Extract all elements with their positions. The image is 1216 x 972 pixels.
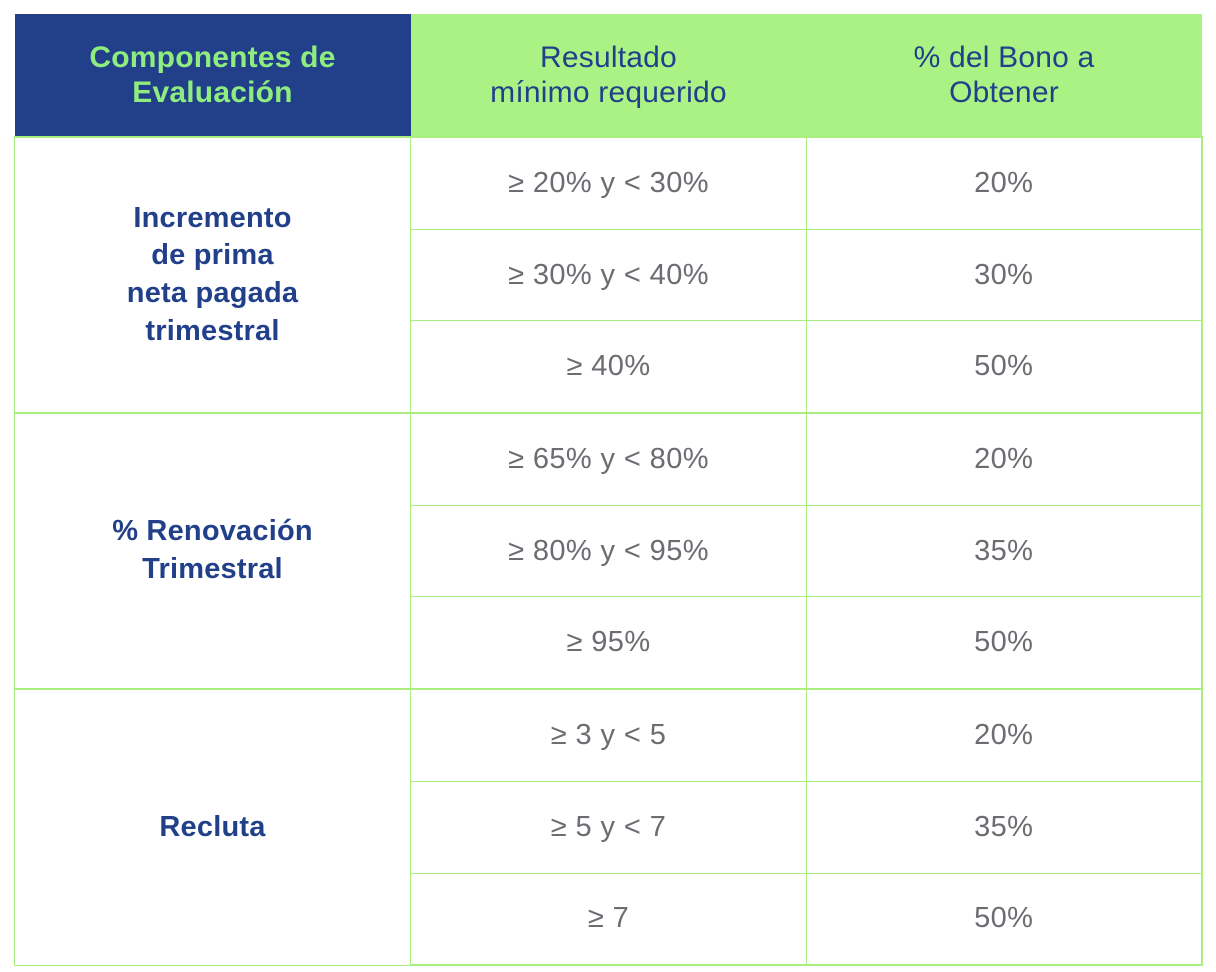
minimum-result-cell: ≥ 65% y < 80% bbox=[410, 412, 807, 506]
bonus-percent-cell: 35% bbox=[806, 504, 1203, 598]
bonus-percent-cell: 20% bbox=[806, 412, 1203, 506]
header-row: Componentes de Evaluación Resultado míni… bbox=[14, 14, 1202, 137]
component-label-text: Incremento de prima neta pagada trimestr… bbox=[126, 201, 299, 347]
minimum-result-cell: ≥ 95% bbox=[410, 596, 807, 691]
minimum-result-cell: ≥ 3 y < 5 bbox=[410, 688, 807, 782]
minimum-result-value: ≥ 20% y < 30% bbox=[508, 166, 709, 199]
bonus-percent-cell: 50% bbox=[806, 320, 1203, 415]
minimum-result-value: ≥ 65% y < 80% bbox=[508, 443, 709, 475]
bonus-percent-cell: 50% bbox=[806, 596, 1203, 691]
table-row: ≥ 30% y < 40% 30% bbox=[15, 228, 1203, 322]
bonus-percent-value: 50% bbox=[974, 626, 1034, 659]
table-row: % Renovación Trimestral ≥ 65% y < 80% 20… bbox=[14, 412, 1203, 690]
bonus-percent-cell: 30% bbox=[806, 228, 1203, 322]
table-row: Incremento de prima neta pagada trimestr… bbox=[14, 135, 1203, 414]
table-row: ≥ 40% 50% bbox=[15, 320, 1203, 415]
column-header-bonus-percent-label: % del Bono a Obtener bbox=[913, 40, 1095, 109]
component-label-cell: Incremento de prima neta pagada trimestr… bbox=[14, 135, 411, 414]
minimum-result-value: ≥ 30% y < 40% bbox=[508, 258, 709, 291]
minimum-result-value: ≥ 3 y < 5 bbox=[550, 719, 667, 752]
bonus-percent-value: 20% bbox=[974, 443, 1034, 475]
component-label-cell: % Renovación Trimestral bbox=[14, 412, 411, 690]
bonus-percent-value: 20% bbox=[974, 166, 1034, 199]
component-label-text: Recluta bbox=[159, 810, 266, 843]
table-row: ≥ 7 50% bbox=[15, 872, 1203, 967]
table-row: ≥ 5 y < 7 35% bbox=[15, 780, 1203, 874]
bonus-percent-cell: 50% bbox=[806, 872, 1203, 967]
bonus-percent-cell: 20% bbox=[806, 135, 1203, 230]
bonus-percent-value: 35% bbox=[974, 534, 1034, 567]
minimum-result-value: ≥ 7 bbox=[587, 902, 630, 935]
table-header: Componentes de Evaluación Resultado míni… bbox=[14, 14, 1202, 137]
minimum-result-cell: ≥ 30% y < 40% bbox=[410, 228, 807, 322]
bonus-percent-value: 20% bbox=[974, 719, 1034, 752]
column-header-minimum-result: Resultado mínimo requerido bbox=[410, 14, 807, 137]
column-header-components: Componentes de Evaluación bbox=[14, 14, 411, 137]
minimum-result-value: ≥ 80% y < 95% bbox=[508, 534, 709, 567]
bonus-percent-value: 50% bbox=[974, 902, 1034, 935]
bonus-criteria-table: Componentes de Evaluación Resultado míni… bbox=[14, 14, 1203, 967]
minimum-result-value: ≥ 5 y < 7 bbox=[550, 810, 667, 843]
table-body: Incremento de prima neta pagada trimestr… bbox=[14, 135, 1203, 967]
bonus-percent-value: 30% bbox=[974, 258, 1034, 291]
minimum-result-value: ≥ 40% bbox=[566, 350, 651, 383]
minimum-result-cell: ≥ 80% y < 95% bbox=[410, 504, 807, 598]
bonus-percent-cell: 20% bbox=[806, 688, 1203, 782]
column-header-bonus-percent: % del Bono a Obtener bbox=[806, 14, 1202, 137]
component-label-text: % Renovación Trimestral bbox=[112, 515, 313, 586]
bonus-percent-cell: 35% bbox=[806, 780, 1203, 874]
minimum-result-cell: ≥ 7 bbox=[410, 872, 807, 967]
component-label-cell: Recluta bbox=[14, 688, 411, 966]
column-header-minimum-result-label: Resultado mínimo requerido bbox=[490, 40, 727, 109]
bonus-percent-value: 35% bbox=[974, 810, 1034, 843]
table-row: Recluta ≥ 3 y < 5 20% bbox=[14, 688, 1203, 966]
bonus-percent-value: 50% bbox=[974, 350, 1034, 383]
minimum-result-cell: ≥ 40% bbox=[410, 320, 807, 415]
table-row: ≥ 95% 50% bbox=[15, 596, 1203, 691]
minimum-result-cell: ≥ 5 y < 7 bbox=[410, 780, 807, 874]
table-row: ≥ 80% y < 95% 35% bbox=[15, 504, 1203, 598]
minimum-result-cell: ≥ 20% y < 30% bbox=[410, 135, 807, 230]
column-header-components-label: Componentes de Evaluación bbox=[89, 40, 336, 109]
minimum-result-value: ≥ 95% bbox=[566, 626, 651, 659]
